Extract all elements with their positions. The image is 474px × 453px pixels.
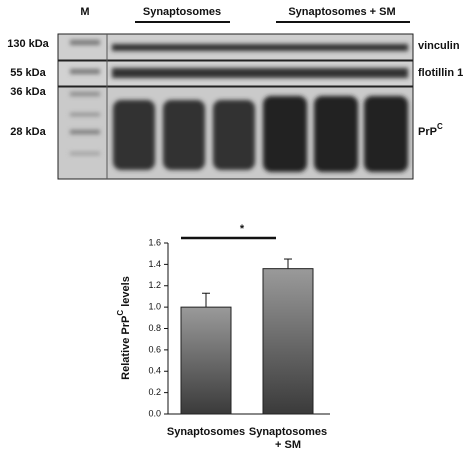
bar-chart: 0.0 0.2 0.4 0.6 0.8 1.0 1.2 1.4 1.6 Synaptosomes S…: [148, 223, 330, 451]
ylabel-part: levels: [120, 276, 132, 310]
x-tick-label: Synaptosomes: [167, 426, 245, 438]
significance-label: *: [240, 223, 245, 235]
y-tick-label: 0.6: [148, 344, 161, 354]
y-tick-label: 0.8: [148, 323, 161, 333]
y-tick-label: 1.4: [148, 259, 161, 269]
y-tick-label: 1.6: [148, 237, 161, 247]
y-tick-label: 0.4: [148, 366, 161, 376]
kda-label: 130 kDa: [7, 38, 49, 50]
bar: [262, 268, 314, 415]
y-axis-label: Relative PrPC levels: [116, 276, 132, 380]
prp-base: PrP: [418, 126, 437, 138]
kda-label: 28 kDa: [10, 126, 46, 138]
y-tick-label: 0.0: [148, 408, 161, 418]
protein-label: PrPC: [418, 122, 443, 138]
y-tick-label: 1.0: [148, 302, 161, 312]
ylabel-part: Relative PrP: [120, 316, 132, 380]
group-label: Synaptosomes + SM: [288, 6, 395, 18]
ylabel-sup: C: [116, 310, 125, 316]
y-tick-label: 1.2: [148, 280, 161, 290]
protein-label: flotillin 1: [418, 67, 463, 79]
prp-sup: C: [437, 122, 443, 131]
kda-label: 36 kDa: [10, 86, 46, 98]
y-tick-label: 0.2: [148, 387, 161, 397]
kda-label: 55 kDa: [10, 67, 46, 79]
protein-label: vinculin: [418, 40, 460, 52]
marker-label: M: [80, 6, 89, 18]
blot: [57, 33, 414, 180]
group-label: Synaptosomes: [143, 6, 221, 18]
x-tick-label: Synaptosomes + SM: [249, 426, 327, 451]
bar: [180, 306, 232, 415]
